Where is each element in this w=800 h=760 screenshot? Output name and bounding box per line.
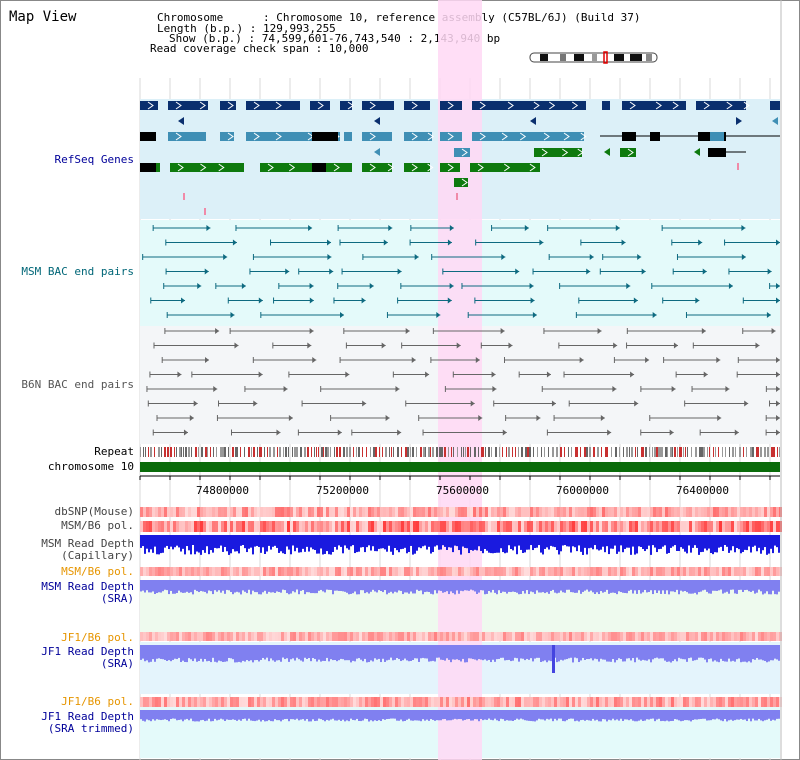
quantitative-tracks xyxy=(140,507,782,722)
track-label-jf1-depth-sra-sub: (SRA) xyxy=(100,657,134,670)
track-label-jf1-b6-pol[interactable]: JF1/B6 pol. xyxy=(61,631,134,644)
chromosome-bar xyxy=(140,462,780,472)
track-label-msm-b6-pol[interactable]: MSM/B6 pol. xyxy=(61,519,134,532)
tick-label-75600000: 75600000 xyxy=(436,484,489,497)
track-label-refseq-genes[interactable]: RefSeq Genes xyxy=(54,153,134,166)
track-label-jf1-b6-pol-2[interactable]: JF1/B6 pol. xyxy=(61,695,134,708)
track-label-jf1-depth-sra[interactable]: JF1 Read Depth xyxy=(41,645,134,658)
length-info: Length (b.p.) : 129,993,255 xyxy=(157,22,336,35)
track-label-jf1-depth-trimmed[interactable]: JF1 Read Depth xyxy=(41,710,134,723)
b6n-bac-features[interactable] xyxy=(146,328,780,436)
track-label-msm-depth-sra-sub: (SRA) xyxy=(100,592,134,605)
track-label-repeat[interactable]: Repeat xyxy=(94,445,134,458)
track-label-msm-b6-pol-2[interactable]: MSM/B6 pol. xyxy=(61,565,134,578)
track-label-msm-depth-capillary[interactable]: MSM Read Depth xyxy=(41,537,134,550)
chromosome-ideogram[interactable] xyxy=(529,51,658,64)
refseq-gene-features[interactable] xyxy=(140,101,780,215)
msm-bac-features[interactable] xyxy=(142,225,780,318)
tick-label-76000000: 76000000 xyxy=(556,484,609,497)
tick-label-74800000: 74800000 xyxy=(196,484,249,497)
track-label-b6n-bac[interactable]: B6N BAC end pairs xyxy=(21,378,134,391)
track-label-jf1-depth-trimmed-sub: (SRA trimmed) xyxy=(47,722,134,735)
track-label-dbsnp[interactable]: dbSNP(Mouse) xyxy=(54,505,134,518)
track-label-chromosome[interactable]: chromosome 10 xyxy=(47,460,134,473)
page-title: Map View xyxy=(9,9,77,25)
track-label-msm-depth-sra[interactable]: MSM Read Depth xyxy=(41,580,134,593)
position-axis xyxy=(139,475,780,480)
track-label-msm-depth-capillary-sub: (Capillary) xyxy=(61,549,134,562)
axis-tick-labels: 74800000 75200000 75600000 76000000 7640… xyxy=(196,484,729,497)
track-label-msm-bac[interactable]: MSM BAC end pairs xyxy=(21,265,134,278)
tick-label-76400000: 76400000 xyxy=(676,484,729,497)
tick-label-75200000: 75200000 xyxy=(316,484,369,497)
repeat-track xyxy=(140,447,780,457)
read-coverage-info: Read coverage check span : 10,000 xyxy=(150,42,369,55)
